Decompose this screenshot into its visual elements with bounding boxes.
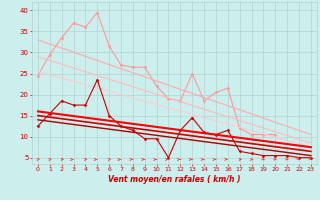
X-axis label: Vent moyen/en rafales ( km/h ): Vent moyen/en rafales ( km/h ) [108,175,241,184]
